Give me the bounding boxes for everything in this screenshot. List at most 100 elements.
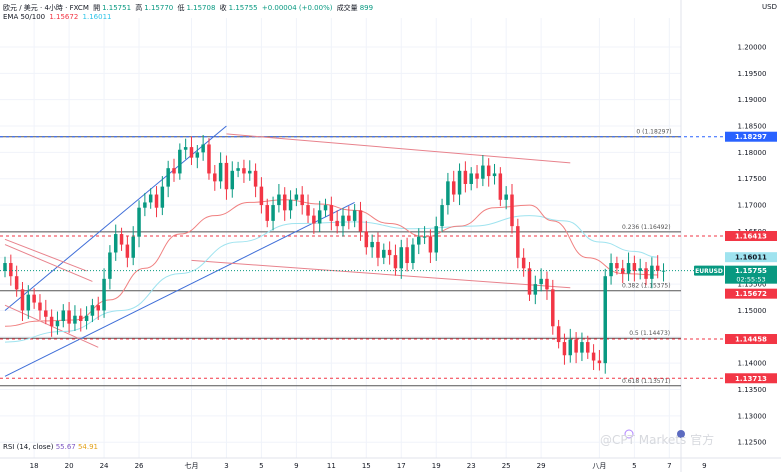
watermark: @CPT Markets 官方: [600, 433, 715, 447]
candle-body: [358, 210, 363, 232]
event-marker-icon: [624, 429, 634, 439]
candle-body: [166, 168, 170, 187]
candle-body: [300, 194, 304, 206]
candle-body: [551, 289, 555, 327]
time-tick-label: 15: [362, 462, 371, 470]
candle-body: [119, 234, 124, 245]
rsi-value-1: 55.67: [55, 443, 76, 451]
candle-body: [626, 263, 631, 274]
candle-body: [347, 215, 351, 221]
candle-body: [609, 263, 613, 277]
symbol-tag-bg: [694, 265, 724, 276]
current-price-tag-bg: [725, 265, 777, 284]
candle-body: [417, 236, 421, 245]
time-tick-label: 19: [432, 462, 441, 470]
volume-label: 成交量: [336, 4, 358, 12]
time-tick-label: 5: [632, 462, 636, 470]
price-tag-bg: [725, 373, 777, 384]
candle-body: [213, 173, 217, 182]
candle-body: [387, 249, 392, 256]
candle-body: [615, 263, 619, 269]
price-tick-label: 1.17000: [738, 202, 767, 210]
candle-body: [224, 162, 229, 190]
candle-body: [183, 147, 188, 150]
candle-body: [586, 342, 590, 353]
price-tick-label: 1.19000: [738, 96, 767, 104]
candle-body: [434, 226, 438, 253]
symbol-info: 欧元 / 美元 · 4小時 · FXCM 開 1.15751 高 1.15770 低…: [3, 3, 375, 13]
time-tick-label: 3: [224, 462, 228, 470]
candle-body: [178, 149, 182, 174]
candle-body: [644, 268, 648, 279]
candle-body: [568, 339, 573, 356]
time-tick-label: 18: [30, 462, 39, 470]
high-value: 1.15770: [144, 4, 174, 12]
candle-body: [137, 207, 141, 237]
candle-body: [597, 360, 602, 364]
candle-body: [218, 162, 223, 182]
candle-body: [108, 252, 112, 279]
candle-body: [61, 310, 66, 321]
price-tag-bg: [725, 131, 777, 142]
price-tag-label: 1.14458: [735, 336, 767, 344]
candle-body: [364, 231, 369, 248]
candle-body: [189, 147, 194, 158]
trendline-red: [226, 133, 571, 164]
candle-body: [248, 170, 252, 174]
candle-body: [44, 310, 48, 317]
candle-body: [655, 265, 660, 271]
rsi-legend[interactable]: RSI (14, close) 55.67 54.91: [3, 443, 98, 451]
candle-body: [236, 168, 240, 171]
ema-legend[interactable]: EMA 50/100 1.15672 1.16011: [3, 13, 113, 21]
candle-body: [370, 241, 374, 248]
candle-body: [230, 170, 235, 190]
candle-body: [428, 236, 433, 253]
candle-body: [510, 194, 514, 227]
time-tick-label: 25: [502, 462, 511, 470]
price-tick-label: 1.15500: [738, 281, 767, 289]
price-tick-label: 1.13000: [738, 412, 767, 420]
currency-label[interactable]: USD: [762, 3, 777, 11]
candle-body: [399, 247, 404, 269]
fib-level-label: 0.236 (1.16492): [622, 224, 671, 231]
candle-body: [632, 263, 637, 271]
time-tick-label: 17: [397, 462, 406, 470]
time-tick-label: 24: [100, 462, 109, 470]
price-tick-label: 1.18000: [738, 149, 767, 157]
fib-level-label: 0 (1.18297): [636, 129, 671, 136]
candle-body: [620, 268, 625, 274]
candle-body: [73, 315, 77, 324]
countdown-tag: 02:55:53: [736, 276, 765, 284]
price-tick-label: 1.20000: [738, 43, 767, 51]
candle-body: [49, 316, 54, 327]
candle-body: [154, 194, 159, 208]
trendline-red: [4, 244, 93, 282]
candle-body: [26, 294, 31, 311]
trendline-red: [4, 238, 87, 272]
time-tick-label: 七月: [184, 461, 198, 470]
candle-body: [481, 165, 485, 179]
candle-body: [562, 342, 567, 356]
candle-body: [55, 320, 60, 327]
price-tag-label: 1.18297: [735, 133, 767, 141]
ema50-price-tag: 1.15672: [735, 290, 767, 298]
candle-body: [539, 278, 543, 285]
candle-body: [352, 210, 357, 221]
time-tick-label: 20: [65, 462, 74, 470]
symbol-title: 欧元 / 美元 · 4小時 · FXCM: [3, 4, 89, 12]
price-tag-bg: [725, 252, 777, 263]
time-tick-label: 23: [467, 462, 476, 470]
candle-body: [533, 284, 538, 295]
trendline-blue: [4, 201, 355, 377]
candle-body: [288, 199, 293, 211]
candle-body: [451, 181, 456, 195]
close-value: 1.15755: [228, 4, 258, 12]
time-tick-label: 11: [327, 462, 336, 470]
candle-body: [440, 205, 444, 227]
candle-body: [341, 215, 345, 227]
candle-body: [527, 268, 532, 295]
candle-body: [143, 202, 147, 208]
candle-body: [521, 257, 526, 269]
candle-body: [463, 170, 468, 184]
